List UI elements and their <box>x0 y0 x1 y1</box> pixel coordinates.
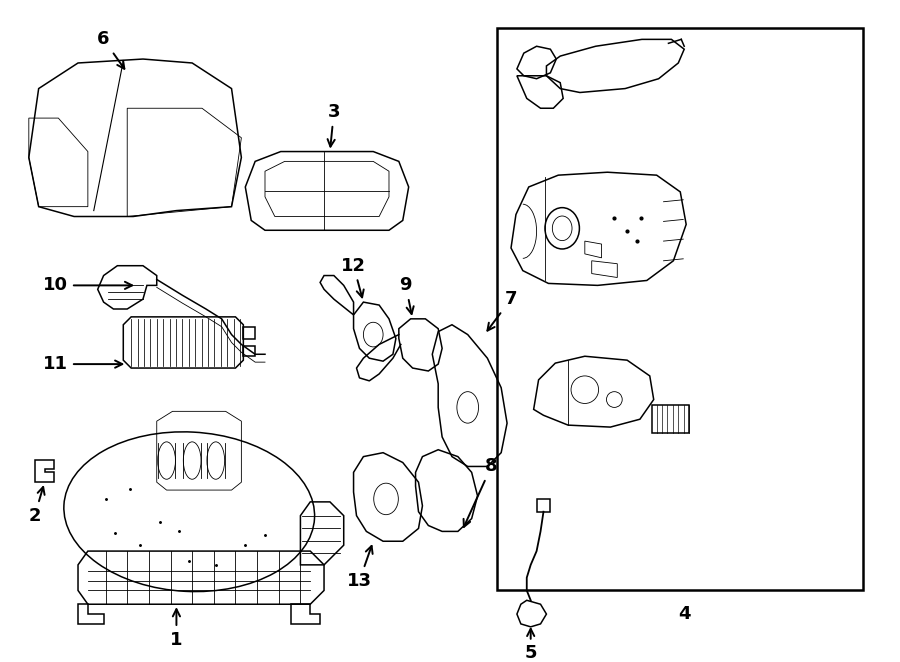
Text: 1: 1 <box>170 609 183 649</box>
Text: 13: 13 <box>347 546 373 590</box>
Text: 6: 6 <box>97 30 124 69</box>
Text: 5: 5 <box>525 629 537 662</box>
Text: 9: 9 <box>400 276 414 314</box>
Text: 10: 10 <box>43 276 132 295</box>
Text: 3: 3 <box>328 103 340 146</box>
Text: 8: 8 <box>464 457 498 527</box>
Text: 4: 4 <box>678 605 690 623</box>
Text: 12: 12 <box>341 257 366 297</box>
Text: 2: 2 <box>29 487 45 525</box>
Text: 11: 11 <box>43 355 122 373</box>
Text: 7: 7 <box>488 290 517 330</box>
